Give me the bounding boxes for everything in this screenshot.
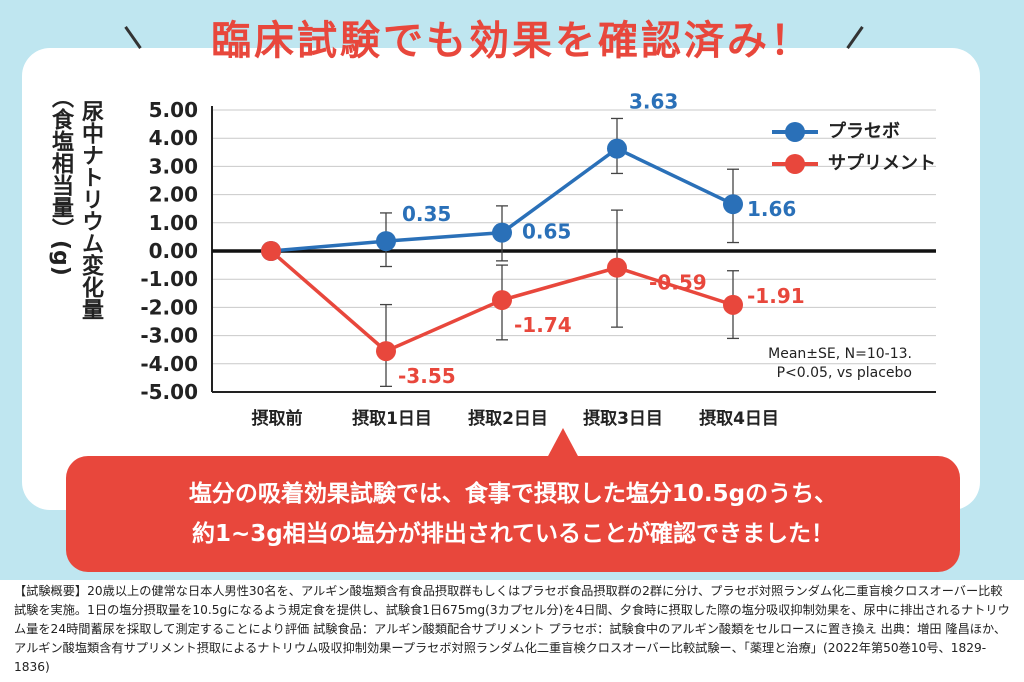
data-point (492, 290, 512, 311)
x-tick-label: 摂取前 (252, 408, 303, 429)
y-tick-label: 4.00 (149, 126, 198, 150)
callout-pointer (547, 428, 579, 458)
x-tick-label: 摂取1日目 (352, 408, 432, 429)
y-tick-label: -2.00 (140, 295, 198, 319)
legend-label-supplement: サプリメント (828, 153, 936, 174)
stats-note: Mean±SE, N=10-13. P<0.05, vs placebo (720, 345, 912, 383)
data-point (376, 341, 396, 362)
data-label: -1.74 (514, 313, 572, 337)
legend-label-placebo: プラセボ (828, 121, 900, 142)
y-tick-label: 1.00 (149, 211, 198, 235)
data-label: 0.35 (402, 202, 451, 226)
y-tick-label: -4.00 (140, 352, 198, 376)
data-point (261, 241, 281, 261)
legend-item-supplement: サプリメント (772, 150, 972, 182)
data-label: -1.91 (747, 284, 805, 308)
callout-line-1: 塩分の吸着効果試験では、食事で摂取した塩分10.5gのうち、 (188, 481, 838, 507)
y-tick-label: 5.00 (149, 98, 198, 122)
headline-area: 臨床試験でも効果を確認済み！ (0, 6, 1024, 76)
y-axis-label-main: 尿中ナトリウム変化量 (78, 100, 103, 320)
data-label: 1.66 (747, 197, 796, 221)
callout-box: 塩分の吸着効果試験では、食事で摂取した塩分10.5gのうち、 約1~3g相当の塩… (66, 456, 960, 572)
legend-marker-supplement (785, 154, 805, 174)
data-label: -3.55 (398, 364, 456, 388)
y-tick-label: 2.00 (149, 183, 198, 207)
y-tick-label: -5.00 (140, 380, 198, 404)
data-label: 0.65 (522, 220, 571, 244)
stats-line-2: P<0.05, vs placebo (776, 365, 912, 381)
y-tick-label: -3.00 (140, 324, 198, 348)
study-footnote: 【試験概要】20歳以上の健常な日本人男性30名を、アルギン酸塩類含有食品摂取群も… (14, 584, 1010, 674)
data-point (723, 294, 743, 315)
legend-marker-placebo (785, 122, 805, 142)
x-tick-label: 摂取3日目 (583, 408, 663, 429)
data-label: 3.63 (629, 90, 678, 114)
data-point (492, 222, 512, 243)
legend: プラセボ サプリメント (772, 118, 972, 182)
y-tick-label: 0.00 (149, 239, 198, 263)
data-point (607, 257, 627, 278)
x-tick-label: 摂取4日目 (699, 408, 779, 429)
data-point (376, 231, 396, 252)
y-tick-label: 3.00 (149, 154, 198, 178)
y-tick-label: -1.00 (140, 267, 198, 291)
stats-line-1: Mean±SE, N=10-13. (768, 346, 912, 362)
callout-line-2: 約1~3g相当の塩分が排出されていることが確認できました！ (191, 521, 835, 547)
y-axis-label: 尿中ナトリウム変化量 (70, 100, 110, 400)
data-point (723, 194, 743, 215)
y-axis-label-unit: （食塩相当量）(g) (48, 86, 73, 276)
x-tick-label: 摂取2日目 (468, 408, 548, 429)
y-axis-label-sub: （食塩相当量）(g) (40, 86, 80, 386)
data-point (607, 138, 627, 159)
data-label: -0.59 (649, 271, 707, 295)
legend-item-placebo: プラセボ (772, 118, 972, 150)
headline: 臨床試験でも効果を確認済み！ (211, 18, 813, 64)
